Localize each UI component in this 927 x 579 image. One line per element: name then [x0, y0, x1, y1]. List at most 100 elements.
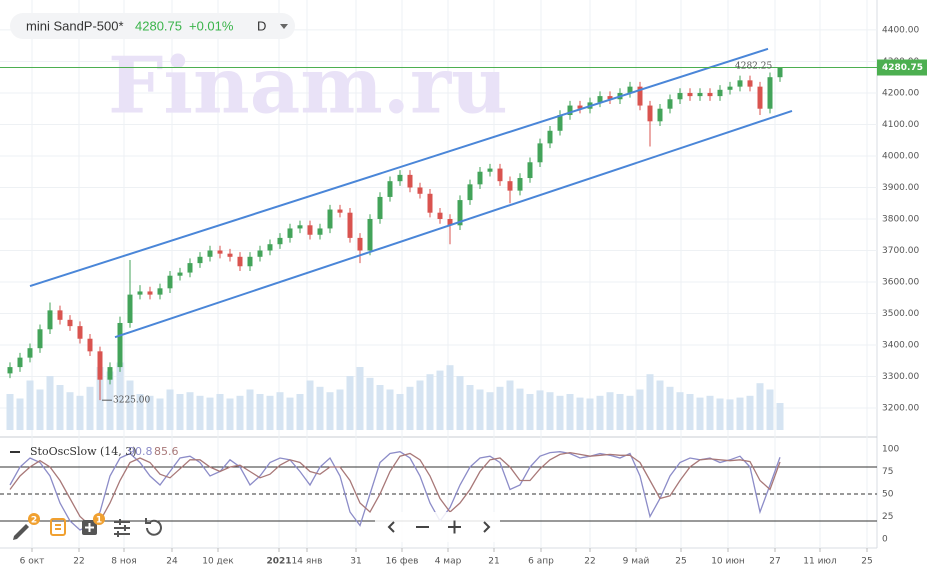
x-tick-label: 16 фев [386, 557, 419, 567]
candle-body [577, 105, 583, 109]
undo-tool[interactable] [145, 518, 162, 536]
volume-bar [416, 380, 424, 430]
y-tick-label: 75 [882, 467, 893, 477]
y-tick-label: 0 [882, 535, 888, 545]
volume-bar [206, 397, 214, 430]
interval[interactable]: D [257, 18, 266, 33]
volume-bar [156, 398, 164, 430]
candle-body [157, 288, 163, 295]
candle-body [687, 92, 693, 97]
candle-body [167, 275, 173, 289]
candle-body [757, 86, 763, 109]
trendline [114, 109, 793, 339]
candle-body [767, 77, 773, 109]
volume-bar [636, 389, 644, 430]
header-pill[interactable] [10, 13, 295, 39]
volume-bar [116, 362, 124, 430]
candle-body [177, 272, 183, 276]
volume-bar [166, 389, 174, 430]
volume-bar [346, 376, 354, 430]
volume-bar [536, 390, 544, 430]
candle-body [567, 105, 573, 116]
candle-body [647, 105, 653, 122]
candle-body [77, 326, 83, 339]
candle-body [67, 319, 73, 327]
candle-body [217, 250, 223, 254]
draw-tool[interactable] [13, 524, 29, 540]
x-tick-label: 10 июн [711, 557, 745, 567]
volume-bar [736, 397, 744, 430]
candle-body [227, 253, 233, 257]
candle-body [27, 348, 33, 358]
volume-bar [556, 395, 564, 430]
volume-bar [16, 398, 24, 430]
volume-bar [376, 385, 384, 430]
y-tick-label: 3200.00 [882, 404, 919, 414]
scroll-right[interactable] [483, 521, 491, 533]
x-tick-label: 25 [675, 557, 686, 567]
volume-bar [86, 386, 94, 430]
volume-bar [656, 380, 664, 430]
nav-bg [375, 512, 500, 542]
price: 4280.75 [135, 18, 182, 33]
y-tick-label: 4400.00 [882, 25, 919, 35]
candle-body [537, 143, 543, 163]
candle-body [207, 250, 213, 257]
volume-bar [266, 395, 274, 430]
y-tick-label: 3400.00 [882, 341, 919, 351]
candle-body [377, 196, 383, 219]
candle-body [467, 184, 473, 201]
volume-bar [286, 397, 294, 430]
x-tick-label: 31 [350, 557, 361, 567]
volume-bar [776, 403, 784, 430]
candle-body [127, 294, 133, 323]
min-marker: 3225.00 [113, 396, 150, 406]
zoom-in[interactable] [448, 520, 461, 534]
indicator-title[interactable]: StoOscSlow (14, 3) [30, 445, 137, 458]
candle-body [737, 80, 743, 87]
volume-bar [676, 392, 684, 430]
volume-bar [246, 389, 254, 430]
interval-dropdown[interactable] [280, 24, 288, 29]
volume-bar [386, 389, 394, 430]
settings-tool[interactable] [114, 519, 130, 537]
y-tick-label: 4100.00 [882, 120, 919, 130]
scroll-left[interactable] [387, 521, 395, 533]
candle-body [307, 225, 313, 235]
candle-body [637, 86, 643, 106]
candle-body [47, 310, 53, 330]
candle-body [667, 99, 673, 109]
symbol[interactable]: mini SandP-500* [26, 18, 124, 33]
candle-body [7, 367, 13, 374]
y-tick-label: 4000.00 [882, 151, 919, 161]
volume-bar [496, 386, 504, 430]
k-value: 90.8 [128, 445, 153, 458]
volume-bar [466, 385, 474, 430]
list-tool[interactable] [50, 518, 66, 536]
candle-body [447, 218, 453, 226]
toolbar: 2 1 [13, 512, 500, 542]
badge-count: 1 [96, 516, 102, 526]
stoch-line [9, 451, 781, 531]
x-tick-label: 21 [488, 557, 499, 567]
list-lines [55, 524, 61, 530]
candle-body [547, 130, 553, 144]
volume-bar [526, 394, 534, 430]
volume-bar [456, 376, 464, 430]
volume-bar [506, 380, 514, 430]
candle-body [327, 209, 333, 229]
candle-body [417, 187, 423, 194]
volume-bar [726, 399, 734, 430]
candle-body [367, 218, 373, 251]
candle-body [17, 357, 23, 368]
candle-body [717, 89, 723, 97]
volume-bar [106, 371, 114, 430]
volume-bar [366, 377, 374, 430]
volume-bar [546, 392, 554, 430]
candle-body [187, 263, 193, 273]
watermark: Finam.ru [108, 41, 508, 132]
candle-body [387, 181, 393, 197]
x-tick-label: 22 [584, 557, 595, 567]
candle-body [707, 92, 713, 97]
